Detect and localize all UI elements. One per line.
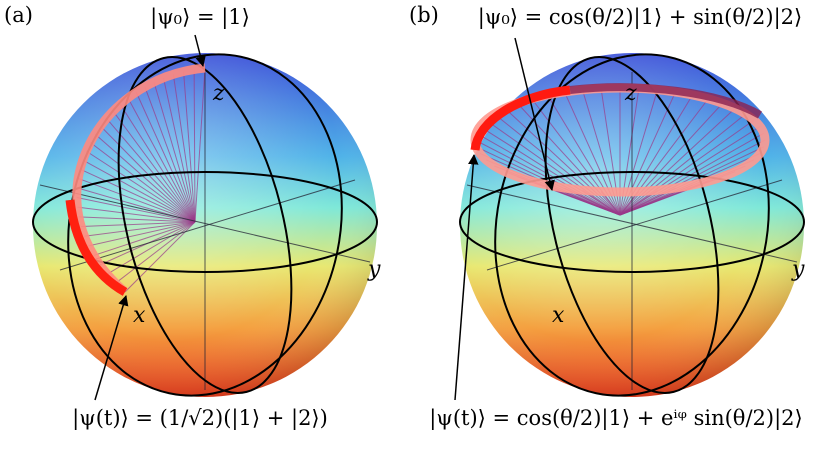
fan-line <box>144 86 196 223</box>
fan-line <box>85 150 196 223</box>
fan-line <box>619 126 761 216</box>
fan-line <box>619 113 746 216</box>
fan-line <box>619 107 736 216</box>
fan-line <box>127 97 196 223</box>
fan-line <box>78 216 196 223</box>
fan-line <box>619 102 723 216</box>
final-state: |ψ(t)⟩ = (1/√2)(|1⟩ + |2⟩) <box>72 406 328 431</box>
fan-line <box>94 133 196 223</box>
fan-line <box>106 118 196 223</box>
axis-label: y <box>367 257 381 282</box>
fan-line <box>619 119 755 216</box>
fan-line <box>504 107 621 216</box>
fan-line <box>112 110 196 223</box>
bloch-sphere-a: (a) |ψ₀⟩ = |1⟩ z x y |ψ(t)⟩ = (1/√2)(|1⟩… <box>4 3 381 431</box>
fan-line <box>494 113 621 216</box>
fan-line <box>93 221 196 256</box>
fan-line <box>115 221 196 284</box>
final-state: |ψ(t)⟩ = cos(θ/2)|1⟩ + eⁱᵠ sin(θ/2)|2⟩ <box>429 406 802 431</box>
fan-line <box>162 77 196 223</box>
bloch-sphere-b: (b) |ψ₀⟩ = cos(θ/2)|1⟩ + sin(θ/2)|2⟩ z x… <box>409 3 805 431</box>
fan-line <box>485 119 621 216</box>
fan-line <box>194 67 206 223</box>
initial-state: |ψ₀⟩ = cos(θ/2)|1⟩ + sin(θ/2)|2⟩ <box>478 5 802 30</box>
axis-label: y <box>791 257 805 282</box>
fan-line <box>479 126 621 216</box>
panel-tag: (a) <box>4 3 33 27</box>
fan-line <box>81 221 196 228</box>
fan-line <box>193 69 196 223</box>
fan-line <box>135 91 196 223</box>
fan-line <box>124 221 196 293</box>
initial-state: |ψ₀⟩ = |1⟩ <box>150 5 250 30</box>
fan-line <box>119 104 196 223</box>
fan-line <box>88 221 196 247</box>
fan-line <box>153 81 196 223</box>
fan-line <box>84 221 196 237</box>
axis-label: z <box>624 81 637 106</box>
fan-line <box>79 168 196 223</box>
fan-line <box>172 74 196 223</box>
fan-line <box>619 139 766 216</box>
panel-tag: (b) <box>409 3 439 27</box>
fan-line <box>76 196 196 223</box>
axis-label: z <box>212 81 225 106</box>
fan-line <box>77 206 196 223</box>
fan-line <box>517 102 621 216</box>
axis-label: x <box>133 303 146 328</box>
fan-line <box>78 177 196 223</box>
axis-label: x <box>552 303 565 328</box>
fan-line <box>90 142 196 223</box>
fan-line <box>82 159 196 223</box>
fan-line <box>183 71 196 223</box>
